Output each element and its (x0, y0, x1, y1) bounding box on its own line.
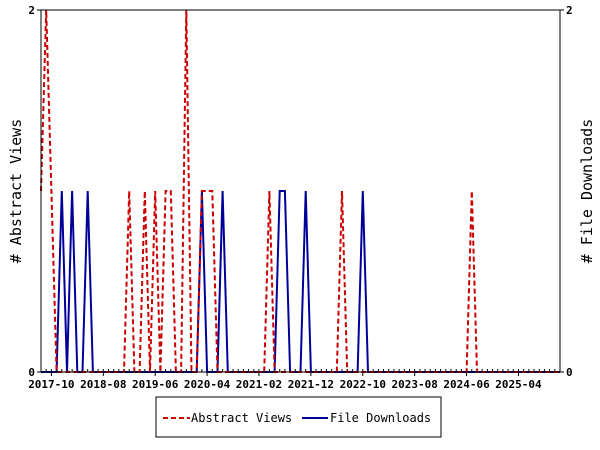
y-right-tick-label: 0 (566, 366, 573, 379)
x-tick-label: 2021-12 (288, 378, 334, 391)
x-tick-label: 2021-02 (236, 378, 282, 391)
legend-label-abstract-views: Abstract Views (191, 411, 292, 425)
y-right-tick-label: 2 (566, 4, 573, 17)
legend-box (155, 396, 442, 438)
y-left-tick-label: 0 (28, 366, 35, 379)
y-left-tick-label: 2 (28, 4, 35, 17)
x-tick-label: 2023-08 (392, 378, 438, 391)
y-axis-ticks: 0 2 0 2 (28, 4, 572, 379)
x-tick-label: 2017-10 (28, 378, 74, 391)
x-tick-label: 2020-04 (184, 378, 231, 391)
legend-label-file-downloads: File Downloads (330, 411, 431, 425)
x-tick-label: 2024-06 (443, 378, 490, 391)
plot-area (40, 9, 561, 373)
x-tick-label: 2019-06 (132, 378, 179, 391)
x-tick-label: 2025-04 (495, 378, 542, 391)
legend: Abstract Views File Downloads (155, 396, 442, 438)
x-tick-label: 2022-10 (340, 378, 386, 391)
x-tick-label: 2018-08 (80, 378, 126, 391)
x-axis-tick-labels: 2017-10 2018-08 2019-06 2020-04 2021-02 2021-… (28, 378, 542, 391)
y-axis-right-title: # File Downloads (578, 119, 596, 264)
y-axis-left-title: # Abstract Views (7, 119, 25, 264)
